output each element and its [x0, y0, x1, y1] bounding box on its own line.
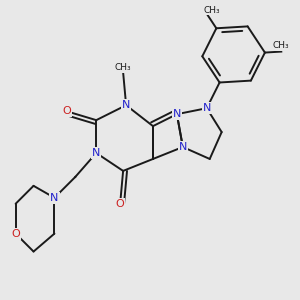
Text: N: N [92, 148, 100, 158]
Text: CH₃: CH₃ [115, 63, 131, 72]
Text: N: N [173, 109, 181, 119]
Text: O: O [116, 199, 124, 209]
Text: N: N [50, 193, 59, 203]
Text: N: N [179, 142, 187, 152]
Text: O: O [11, 229, 20, 238]
Text: N: N [202, 103, 211, 113]
Text: N: N [122, 100, 130, 110]
Text: CH₃: CH₃ [203, 6, 220, 15]
Text: CH₃: CH₃ [273, 41, 290, 50]
Text: O: O [62, 106, 71, 116]
